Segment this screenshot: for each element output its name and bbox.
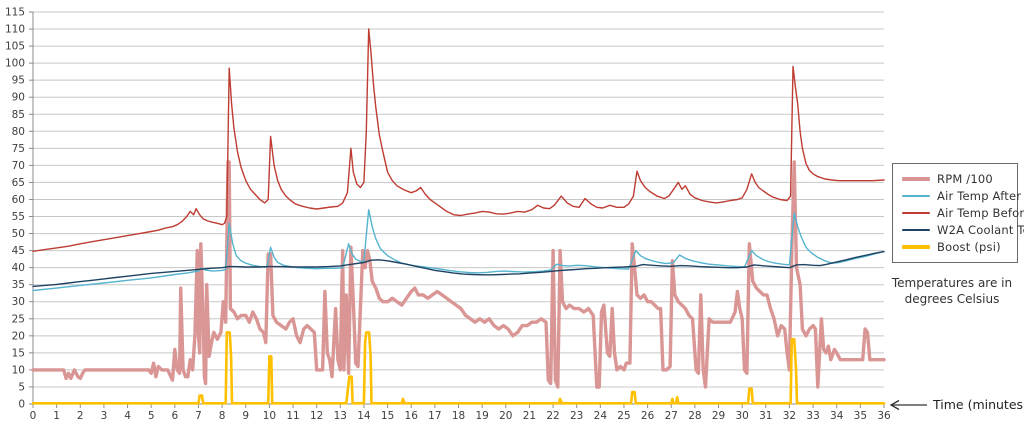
- long-left-arrow-icon: [889, 399, 927, 410]
- y-tick-label: 60: [12, 194, 25, 206]
- legend-item-air-temp-before-ic: Air Temp Before IC: [902, 206, 1024, 220]
- legend-item-w2a-coolant-temp: W2A Coolant Temp: [902, 223, 1024, 237]
- gridlines: [33, 11, 884, 388]
- y-tick-label: 105: [5, 41, 25, 53]
- legend-swatch: [902, 229, 930, 231]
- x-tick-label: 33: [806, 410, 819, 422]
- units-note: Temperatures are in degrees Celsius: [880, 276, 1024, 307]
- legend-label: Air Temp After IC: [937, 189, 1024, 203]
- x-tick-label: 6: [171, 410, 178, 422]
- x-tick-label: 28: [688, 410, 701, 422]
- legend-swatch: [902, 195, 930, 197]
- x-tick-label: 5: [148, 410, 155, 422]
- y-tick-label: 10: [12, 364, 25, 376]
- x-axis-title-label: Time (minutes): [933, 397, 1024, 412]
- x-tick-label: 32: [783, 410, 796, 422]
- legend-swatch: [902, 177, 930, 181]
- series-air-temp-after-ic: [32, 208, 885, 292]
- y-tick-label: 50: [12, 228, 25, 240]
- y-tick-label: 80: [12, 126, 25, 138]
- y-tick-label: 20: [12, 330, 25, 342]
- legend-swatch: [902, 245, 930, 249]
- x-tick-label: 8: [219, 410, 226, 422]
- x-tick-label: 2: [77, 410, 84, 422]
- x-tick-label: 7: [195, 410, 202, 422]
- series-air-temp-before-ic: [32, 28, 885, 253]
- legend-item-rpm-100: RPM /100: [902, 172, 1008, 186]
- x-tick-label: 30: [735, 410, 748, 422]
- x-tick-label: 35: [854, 410, 867, 422]
- series-rpm-100: [31, 160, 886, 389]
- x-tick-label: 10: [263, 410, 276, 422]
- x-tick-label: 19: [475, 410, 488, 422]
- x-tick-label: 23: [570, 410, 583, 422]
- y-tick-label: 35: [12, 279, 25, 291]
- y-tick-label: 15: [12, 347, 25, 359]
- x-tick-label: 4: [124, 410, 131, 422]
- y-tick-label: 75: [12, 143, 25, 155]
- legend-label: Boost (psi): [937, 240, 1001, 254]
- x-tick-label: 13: [334, 410, 347, 422]
- x-tick-label: 15: [381, 410, 394, 422]
- x-tick-label: 3: [101, 410, 108, 422]
- tick-labels: 0510152025303540455055606570758085909510…: [5, 7, 891, 423]
- x-tick-label: 0: [30, 410, 37, 422]
- x-tick-label: 21: [523, 410, 536, 422]
- y-tick-label: 100: [5, 58, 25, 70]
- y-tick-label: 55: [12, 211, 25, 223]
- x-axis-title: Time (minutes): [888, 397, 1024, 412]
- x-tick-label: 36: [877, 410, 891, 422]
- y-tick-label: 85: [12, 109, 25, 121]
- x-tick-label: 26: [641, 410, 655, 422]
- x-tick-label: 1: [53, 410, 60, 422]
- x-tick-label: 27: [665, 410, 678, 422]
- legend-item-air-temp-after-ic: Air Temp After IC: [902, 189, 1024, 203]
- y-tick-label: 90: [12, 92, 25, 104]
- x-tick-label: 12: [310, 410, 323, 422]
- x-tick-label: 34: [830, 410, 844, 422]
- y-tick-label: 45: [12, 245, 25, 257]
- x-tick-label: 24: [594, 410, 608, 422]
- y-tick-label: 25: [12, 313, 25, 325]
- y-tick-label: 65: [12, 177, 25, 189]
- series-boost-psi-: [31, 331, 886, 405]
- legend-label: Air Temp Before IC: [937, 206, 1024, 220]
- x-tick-label: 9: [242, 410, 249, 422]
- legend-swatch: [902, 212, 930, 214]
- x-tick-label: 14: [357, 410, 371, 422]
- x-tick-label: 29: [712, 410, 725, 422]
- y-tick-label: 0: [18, 399, 25, 411]
- y-tick-label: 115: [5, 7, 25, 19]
- x-tick-label: 18: [452, 410, 465, 422]
- legend-item-boost-psi-: Boost (psi): [902, 240, 1008, 254]
- legend-label: W2A Coolant Temp: [937, 223, 1024, 237]
- y-tick-label: 40: [12, 262, 25, 274]
- chart-legend: RPM /100 Air Temp After IC Air Temp Before…: [892, 163, 1024, 263]
- x-tick-label: 25: [617, 410, 630, 422]
- y-tick-label: 110: [5, 24, 25, 36]
- x-tick-label: 20: [499, 410, 512, 422]
- x-tick-label: 16: [405, 410, 419, 422]
- x-tick-label: 11: [286, 410, 299, 422]
- x-tick-label: 22: [546, 410, 559, 422]
- series-w2a-coolant-temp: [32, 250, 885, 288]
- y-tick-label: 5: [18, 381, 25, 393]
- legend-label: RPM /100: [937, 172, 993, 186]
- y-tick-label: 70: [12, 160, 25, 172]
- axes: [29, 11, 885, 408]
- x-tick-label: 17: [428, 410, 441, 422]
- units-note-line2: degrees Celsius: [904, 291, 1000, 306]
- y-tick-label: 30: [12, 296, 25, 308]
- x-tick-label: 31: [759, 410, 772, 422]
- y-tick-label: 95: [12, 75, 25, 87]
- units-note-line1: Temperatures are in: [891, 276, 1013, 290]
